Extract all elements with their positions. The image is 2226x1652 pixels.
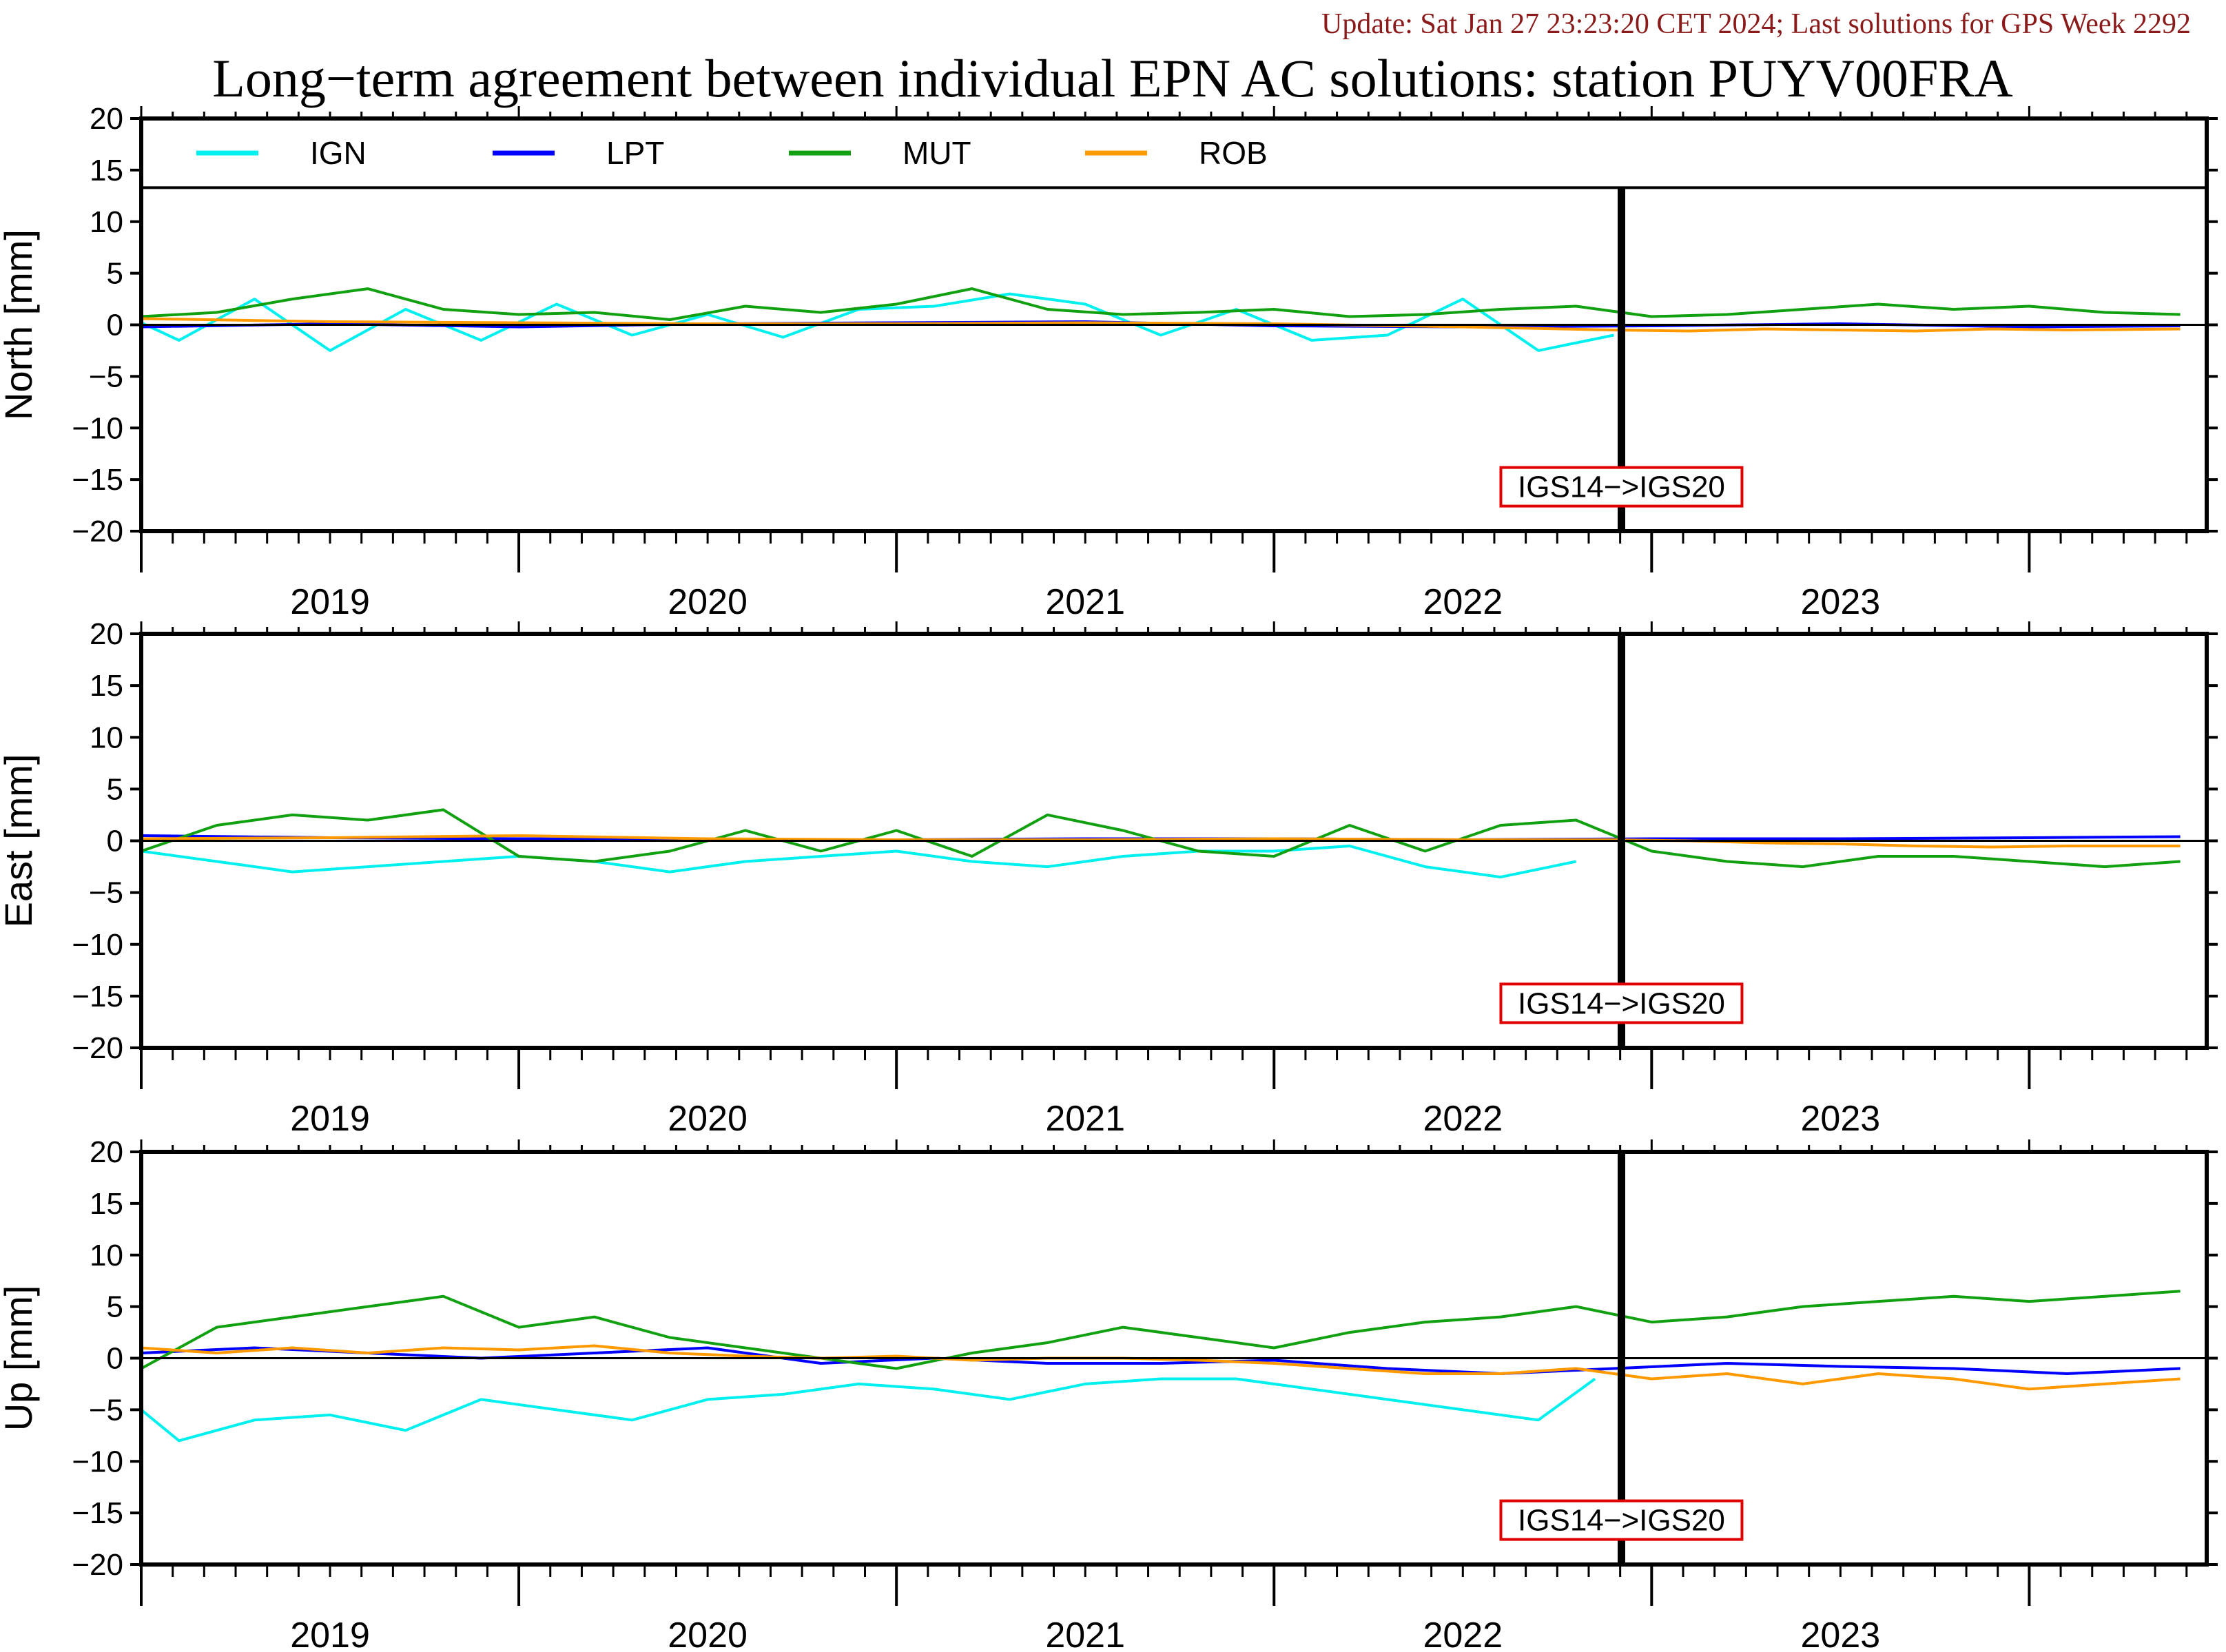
y-tick-label: 15 [90,1187,123,1221]
series-group [141,808,2181,879]
x-tick-label: 2020 [668,1615,748,1652]
x-tick-label: 2020 [668,582,748,622]
legend-label-mut: MUT [903,135,971,171]
series-ign-line [141,845,1577,879]
x-tick-label: 2019 [290,582,370,622]
y-axis-label: North [mm] [0,229,40,420]
panel-frame [139,1150,2209,1567]
panel-frame [139,632,2209,1050]
series-rob-line [141,317,2181,333]
annotation-box [1499,466,1744,508]
annotation-text: IGS14−>IGS20 [1518,471,1725,504]
y-tick-label: −10 [72,1445,123,1478]
series-group [141,287,2181,352]
y-tick-label: 0 [107,1342,123,1376]
y-tick-label: −20 [72,1031,123,1065]
x-tick-label: 2023 [1801,582,1881,622]
series-mut-line [141,1290,2181,1370]
y-tick-label: 0 [107,825,123,858]
y-tick-label: −10 [72,928,123,962]
x-tick-label: 2023 [1801,1615,1881,1652]
y-tick-label: −20 [72,515,123,548]
reference-change-annotation: IGS14−>IGS20 [1499,466,1744,508]
y-tick-label: 5 [107,1290,123,1324]
x-tick-label: 2023 [1801,1099,1881,1139]
annotation-text: IGS14−>IGS20 [1518,1504,1725,1538]
legend-background [141,118,2207,188]
x-tick-label: 2021 [1045,1615,1125,1652]
x-tick-label: 2021 [1045,1099,1125,1139]
series-ign-line [141,1377,1596,1443]
x-tick-label: 2022 [1423,1099,1503,1139]
y-tick-label: −5 [89,876,123,910]
y-tick-label: 10 [90,1239,123,1272]
annotation-box [1499,982,1744,1024]
reference-change-annotation: IGS14−>IGS20 [1499,982,1744,1024]
chart-title: Long−term agreement between individual E… [212,48,2012,108]
x-tick-label: 2019 [290,1099,370,1139]
y-tick-label: −20 [72,1548,123,1582]
y-tick-label: −10 [72,411,123,445]
y-tick-label: −5 [89,360,123,393]
legend-label-lpt: LPT [606,135,664,171]
y-tick-label: −15 [72,1496,123,1530]
x-tick-label: 2019 [290,1615,370,1652]
annotation-box [1499,1499,1744,1541]
y-tick-label: 5 [107,257,123,291]
legend-label-rob: ROB [1199,135,1268,171]
series-mut-line [141,287,2181,321]
panel-0: −20 −15 −10 −5 0 5 10 15 20 North [mm] 2019 2020 202… [0,102,2218,622]
y-tick-label: 10 [90,721,123,754]
series-group [141,1290,2181,1443]
x-tick-label: 2020 [668,1099,748,1139]
y-tick-label: 5 [107,772,123,806]
y-tick-label: 10 [90,205,123,239]
update-text: Update: Sat Jan 27 23:23:20 CET 2024; La… [1321,8,2191,40]
y-axis-label: Up [mm] [0,1286,40,1432]
y-tick-label: −5 [89,1393,123,1427]
x-tick-label: 2022 [1423,582,1503,622]
y-axis-label: East [mm] [0,754,40,927]
annotation-text: IGS14−>IGS20 [1518,987,1725,1020]
y-tick-label: 0 [107,309,123,342]
x-tick-label: 2021 [1045,582,1125,622]
y-tick-label: 20 [90,1135,123,1169]
x-tick-label: 2022 [1423,1615,1503,1652]
y-tick-label: −15 [72,980,123,1013]
panel-1: −20 −15 −10 −5 0 5 10 15 20 East [mm] 2019 2020 2021… [0,617,2218,1139]
y-tick-label: 15 [90,154,123,187]
reference-change-annotation: IGS14−>IGS20 [1499,1499,1744,1541]
y-tick-label: 20 [90,617,123,651]
legend-label-ign: IGN [310,135,367,171]
series-lpt-line [141,1346,2181,1375]
panel-frame [139,116,2209,533]
y-tick-label: 15 [90,669,123,703]
y-tick-label: 20 [90,102,123,136]
y-tick-label: −15 [72,463,123,497]
panel-2: −20 −15 −10 −5 0 5 10 15 20 Up [mm] 2019 2020 2021 20… [0,1135,2218,1652]
